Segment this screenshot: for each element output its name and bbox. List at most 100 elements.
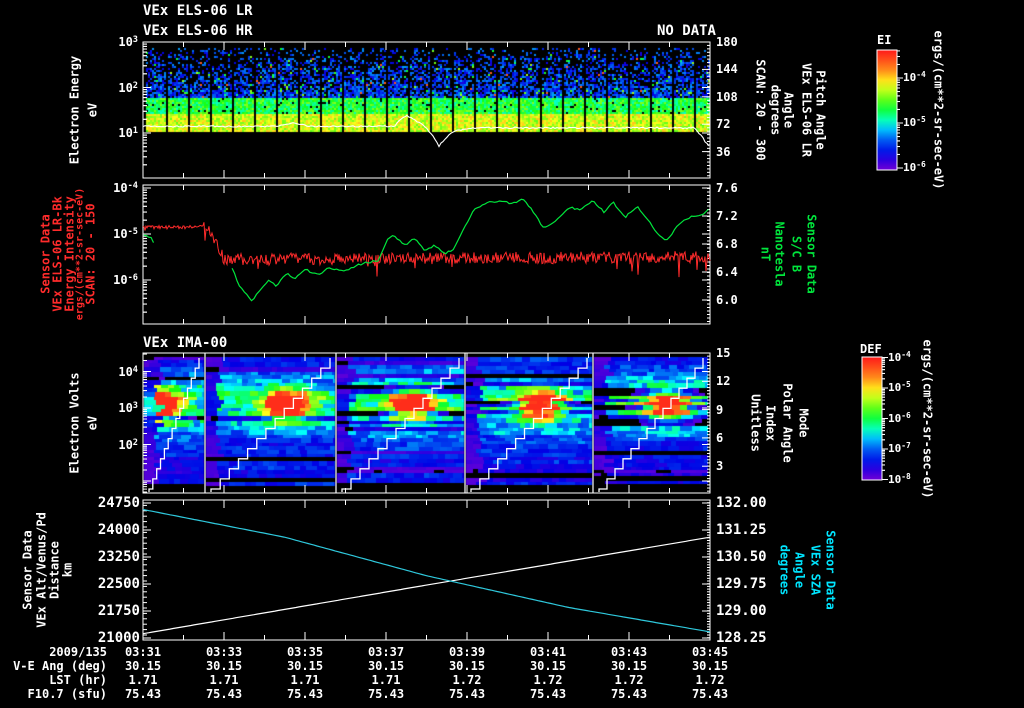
p1-left-tick-label: 101	[118, 126, 138, 140]
date-label: 2009/135	[49, 645, 107, 659]
p4-left-tick-label: 24000	[97, 522, 140, 538]
p2-right-tick-label: 7.6	[716, 181, 738, 195]
p4-right-tick-label: 131.25	[716, 522, 767, 538]
p4-right-axis-title: Sensor Data	[823, 530, 838, 610]
p1-left-tick-label: 103	[118, 35, 138, 49]
footer-value: 75.43	[610, 687, 648, 701]
p4-right-tick-label: 130.50	[716, 549, 767, 565]
footer-value: 30.15	[610, 659, 648, 673]
p1-right-axis-title: degrees	[768, 84, 783, 136]
p3-left-axis-title: eV	[85, 415, 100, 431]
footer-value: 30.15	[691, 659, 729, 673]
p4-right-tick-label: 129.00	[716, 603, 767, 619]
footer-value: 30.15	[205, 659, 243, 673]
p1-right-tick-label: 72	[716, 117, 731, 132]
footer-value: 75.43	[124, 687, 162, 701]
p2-right-tick-label: 6.0	[716, 293, 738, 307]
p3-right-axis-title: Unitless	[748, 394, 763, 452]
colorbar1-title: EI	[877, 33, 892, 47]
p2-right-tick-label: 7.2	[716, 209, 738, 223]
p3-left-tick-label: 104	[118, 364, 138, 379]
p4-left-tick-label: 21750	[97, 603, 140, 619]
colorbar-tick-label: 10-6	[903, 160, 926, 174]
footer-row-label: LST (hr)	[49, 673, 107, 687]
p2-right-tick-label: 6.8	[716, 237, 738, 251]
footer-value: 75.43	[367, 687, 405, 701]
footer-value: 75.43	[691, 687, 729, 701]
p3-left-tick-label: 102	[118, 437, 138, 452]
p1-right-axis-title: SCAN: 20 - 300	[753, 59, 768, 161]
p3-right-tick-label: 15	[716, 346, 731, 360]
panel1-title-line1: VEx ELS-06 LR	[143, 3, 253, 19]
p1-right-tick-label: 144	[716, 62, 738, 77]
p3-right-axis-title: Polar Angle	[780, 383, 795, 463]
colorbar-tick-label: 10-7	[888, 441, 911, 455]
footer-value: 1.71	[209, 673, 239, 687]
p3-right-axis-title: Mode	[796, 408, 811, 438]
colorbar-tick-label: 10-4	[888, 349, 911, 364]
footer-value: 1.71	[128, 673, 158, 687]
footer-value: 30.15	[124, 659, 162, 673]
p4-left-axis-title: Sensor Data	[20, 530, 35, 610]
footer-value: 75.43	[448, 687, 486, 701]
time-label: 03:43	[610, 645, 648, 659]
p4-left-axis-title: km	[60, 562, 75, 578]
footer-value: 30.15	[286, 659, 324, 673]
panel3-title: VEx IMA-00	[143, 335, 228, 351]
time-label: 03:35	[286, 645, 324, 659]
p1-left-axis-title: Electron Energy	[67, 55, 82, 165]
footer-value: 1.72	[614, 673, 644, 687]
p1-right-axis-title: Angle	[781, 91, 796, 129]
p2-left-axis-title: SCAN: 20 - 150	[83, 203, 98, 305]
p1-right-tick-label: 180	[716, 35, 738, 49]
footer-value: 1.71	[290, 673, 320, 687]
p3-left-tick-label: 103	[118, 401, 138, 415]
p2-left-tick-label: 10-6	[113, 273, 138, 287]
footer-value: 1.71	[371, 673, 401, 687]
footer-row-label: V-E Ang (deg)	[13, 659, 107, 673]
p4-right-axis-title: degrees	[777, 544, 792, 596]
p2-right-axis-title: S/C B	[789, 235, 804, 273]
p2-right-tick-label: 6.4	[716, 265, 738, 279]
colorbar-tick-label: 10-5	[903, 115, 926, 129]
p1-left-axis-title: eV	[85, 102, 100, 118]
p3-right-tick-label: 12	[716, 374, 731, 389]
p3-right-axis-title: Index	[763, 404, 778, 442]
p4-right-tick-label: 132.00	[716, 495, 767, 511]
colorbar-tick-label: 10-8	[888, 471, 911, 486]
colorbar-tick-label: 10-6	[888, 410, 911, 425]
footer-value: 75.43	[286, 687, 324, 701]
p3-left-axis-title: Electron Volts	[67, 372, 82, 474]
p2-left-tick-label: 10-4	[113, 181, 138, 195]
p1-left-tick-label: 102	[118, 80, 138, 95]
p1-right-tick-label: 36	[716, 144, 731, 159]
colorbar-tick-label: 10-4	[903, 70, 926, 84]
p4-right-axis-title: Angle	[792, 551, 807, 589]
footer-value: 30.15	[367, 659, 405, 673]
time-label: 03:39	[448, 645, 486, 659]
footer-value: 75.43	[529, 687, 567, 701]
p4-left-tick-label: 23250	[97, 549, 140, 565]
footer-value: 30.15	[529, 659, 567, 673]
no-data-annotation: NO DATA	[656, 23, 716, 39]
p4-right-tick-label: 128.25	[716, 630, 767, 646]
p1-right-axis-title: VEx ELS-06 LR	[799, 63, 814, 157]
p1-right-tick-label: 108	[716, 89, 738, 104]
p3-right-tick-label: 9	[716, 402, 724, 417]
panel1-title-line2: VEx ELS-06 HR	[143, 23, 253, 39]
footer-value: 1.72	[452, 673, 482, 687]
footer-value: 30.15	[448, 659, 486, 673]
colorbar2-title: DEF	[860, 342, 882, 356]
footer-value: 1.72	[695, 673, 725, 687]
p3-right-tick-label: 3	[716, 459, 724, 474]
time-label: 03:37	[367, 645, 405, 659]
p1-right-axis-title: Pitch Angle	[813, 70, 828, 150]
time-label: 03:33	[205, 645, 243, 659]
time-label: 03:41	[529, 645, 567, 659]
footer-value: 75.43	[205, 687, 243, 701]
p3-right-tick-label: 6	[716, 430, 724, 445]
